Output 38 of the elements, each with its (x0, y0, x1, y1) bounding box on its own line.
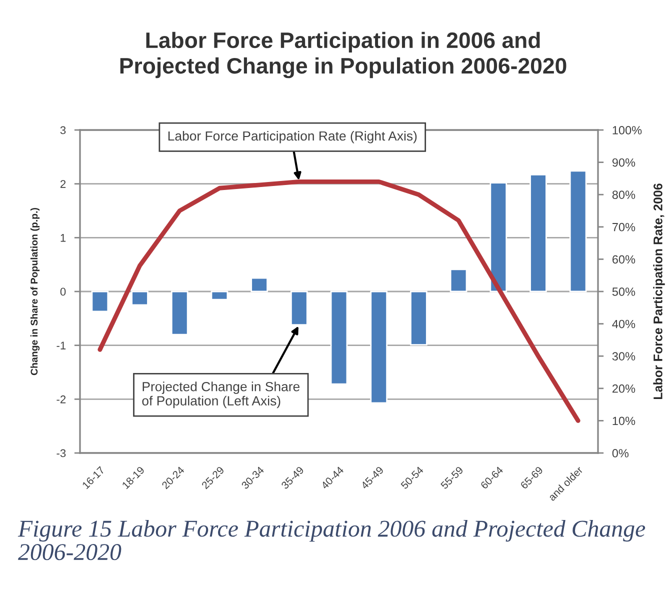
bar (490, 182, 508, 292)
caption: Figure 15 Labor Force Participation 2006 and Projected Change 2006-2020 (18, 520, 646, 560)
y-tick-label: 2 (60, 180, 66, 188)
bar (530, 174, 547, 292)
bar (410, 290, 428, 346)
bar (450, 268, 468, 292)
y-tick-label: 3 (60, 126, 66, 134)
y-tick-label: -3 (56, 449, 66, 458)
y-axis-title: Change in Share of Population (p.p.) (30, 208, 40, 376)
bar (131, 290, 148, 306)
bar (91, 290, 109, 312)
y2-axis-title: Labor Force Participation Rate, 2006 (653, 184, 665, 400)
annotation: Labor Force Participation Rate (Right Axis) (168, 130, 417, 144)
bar (569, 170, 587, 292)
chart-title: Labor Force Participation in 2006 and Projected Change in Population 2006-2020 (120, 32, 566, 78)
y2-tick-label: 30% (612, 352, 636, 360)
y2-tick-label: 50% (612, 288, 636, 296)
y2-tick-label: 20% (612, 384, 636, 393)
y-tick-label: -2 (56, 395, 66, 404)
y2-tick-label: 80% (612, 190, 636, 199)
y2-tick-label: 0% (612, 449, 629, 458)
bar (210, 290, 228, 300)
y2-tick-label: 10% (612, 416, 636, 426)
y2-tick-label: 60% (612, 255, 636, 264)
bar (370, 290, 388, 404)
annotation: Projected Change in Share of Population (Left Axis) (142, 382, 300, 408)
bar (330, 290, 348, 385)
y-tick-label: -1 (56, 342, 66, 350)
y-tick-label: 1 (60, 234, 66, 242)
y-tick-label: 0 (60, 288, 66, 296)
bar (170, 290, 188, 336)
line-series (98, 179, 580, 423)
y2-tick-label: 100% (612, 126, 642, 134)
y2-tick-label: 90% (612, 158, 636, 167)
bar (250, 277, 268, 292)
y2-tick-label: 40% (612, 320, 636, 328)
bar (290, 290, 308, 326)
y2-tick-label: 70% (612, 222, 636, 232)
